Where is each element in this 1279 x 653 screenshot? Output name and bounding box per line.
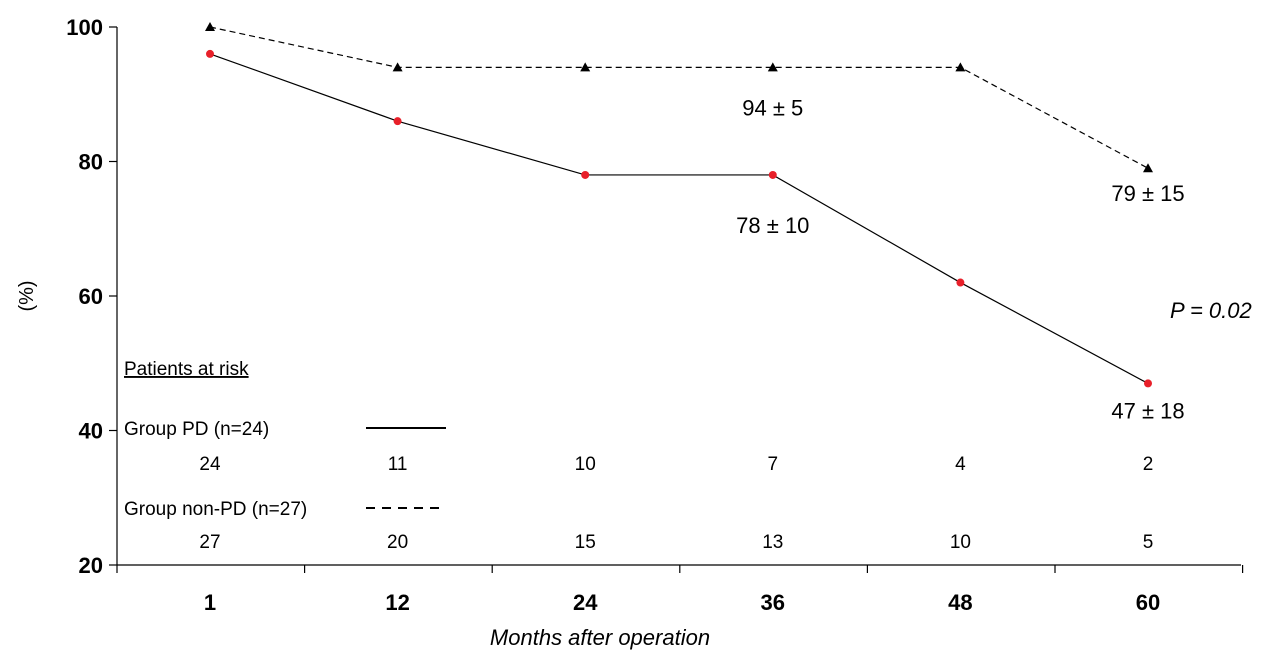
risk-group-label: Group PD (n=24) — [124, 419, 269, 440]
risk-count: 4 — [955, 454, 966, 475]
risk-count: 27 — [199, 532, 220, 553]
x-tick-label: 1 — [204, 590, 216, 615]
data-point-non-pd — [392, 62, 403, 72]
risk-count: 10 — [950, 532, 971, 553]
y-tick-label: 100 — [66, 15, 103, 40]
data-point-pd — [1144, 379, 1152, 388]
risk-group-label: Group non-PD (n=27) — [124, 499, 307, 520]
data-point-non-pd — [205, 22, 215, 31]
y-tick-label: 20 — [79, 553, 103, 578]
series-layer — [205, 22, 1153, 388]
data-point-pd — [206, 49, 214, 58]
x-axis-title: Months after operation — [490, 625, 710, 650]
data-point-pd — [956, 278, 965, 287]
y-tick-label: 80 — [79, 150, 103, 175]
x-tick-label: 24 — [573, 590, 598, 615]
series-line-pd — [209, 53, 1149, 384]
patients-at-risk-title: Patients at risk — [124, 359, 249, 380]
risk-count: 10 — [575, 454, 596, 475]
risk-count: 11 — [388, 454, 408, 475]
value-annotation: 94 ± 5 — [742, 95, 803, 120]
data-point-non-pd — [580, 62, 591, 72]
data-point-pd — [581, 170, 590, 179]
y-tick-label: 60 — [79, 284, 103, 309]
risk-count: 20 — [387, 532, 408, 553]
series-line-non-pd — [209, 26, 1149, 169]
labels-layer: Months after operation(%)94 ± 579 ± 1578… — [16, 95, 1252, 650]
data-point-non-pd — [1143, 163, 1153, 173]
y-axis-title: (%) — [16, 280, 38, 311]
data-point-non-pd — [955, 62, 966, 72]
x-tick-label: 36 — [761, 590, 785, 615]
value-annotation: 79 ± 15 — [1111, 181, 1184, 206]
data-point-non-pd — [767, 62, 778, 72]
p-value-label: P = 0.02 — [1170, 298, 1252, 323]
data-point-pd — [768, 170, 777, 179]
value-annotation: 78 ± 10 — [736, 213, 809, 238]
data-point-pd — [393, 117, 402, 126]
x-tick-label: 12 — [385, 590, 409, 615]
risk-count: 13 — [762, 532, 783, 553]
risk-count: 15 — [575, 532, 596, 553]
x-tick-label: 48 — [948, 590, 972, 615]
risk-count: 5 — [1143, 532, 1154, 553]
risk-count: 7 — [768, 454, 779, 475]
value-annotation: 47 ± 18 — [1111, 398, 1184, 423]
y-tick-label: 40 — [79, 419, 103, 444]
risk-count: 24 — [199, 454, 221, 475]
x-tick-label: 60 — [1136, 590, 1160, 615]
risk-count: 2 — [1143, 454, 1154, 475]
